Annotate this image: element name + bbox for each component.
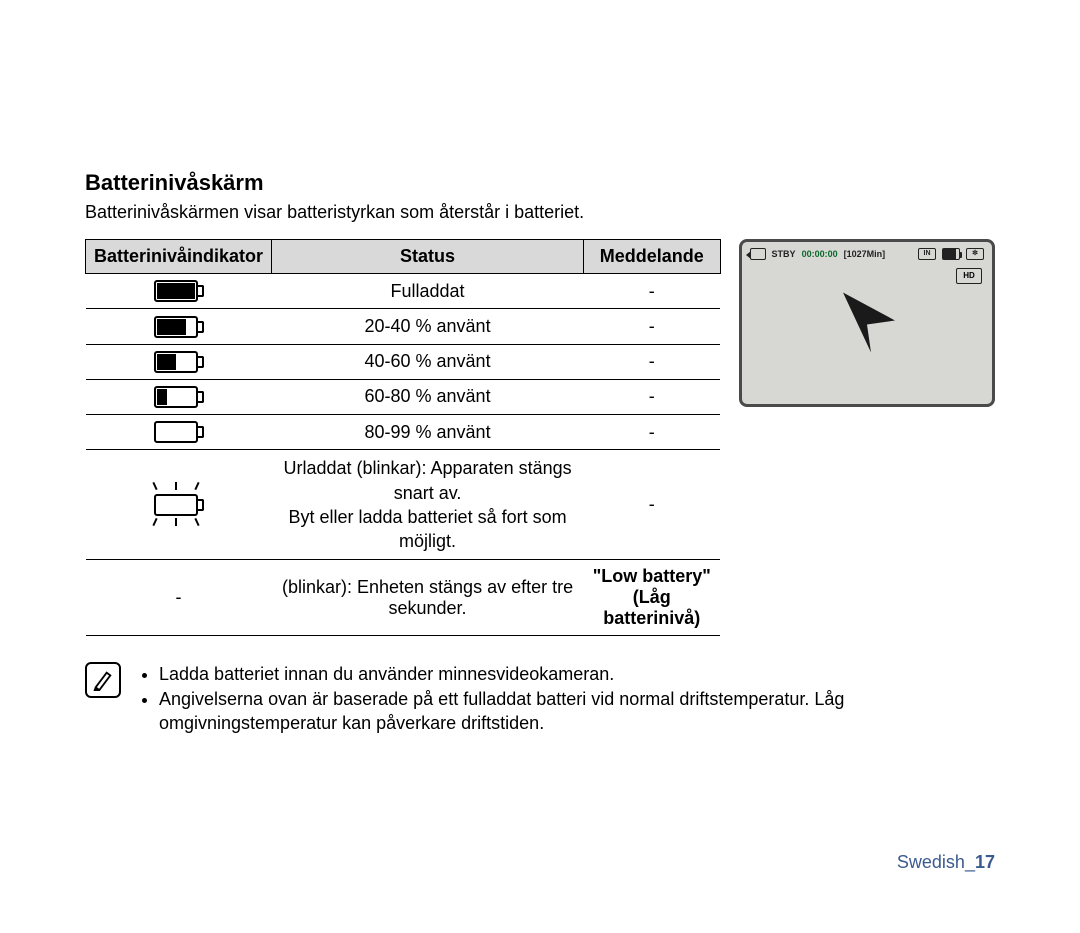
table-row: 40-60 % använt- [86, 344, 721, 379]
note-item: Ladda batteriet innan du använder minnes… [159, 662, 995, 686]
battery-icon [942, 248, 960, 260]
cell-status: 20-40 % använt [272, 309, 584, 344]
note-icon [85, 662, 121, 698]
cell-message: - [584, 450, 721, 560]
storage-in-icon: IN [918, 248, 936, 260]
battery-level-icon [154, 351, 204, 373]
table-row: -(blinkar): Enheten stängs av efter tre … [86, 560, 721, 636]
cell-indicator [86, 344, 272, 379]
cell-status: Urladdat (blinkar): Apparaten stängs sna… [272, 450, 584, 560]
cell-indicator [86, 415, 272, 450]
table-row: 20-40 % använt- [86, 309, 721, 344]
preview-remain: [1027Min] [844, 249, 886, 259]
cell-message: - [584, 274, 721, 309]
cell-indicator: - [86, 560, 272, 636]
cell-indicator [86, 450, 272, 560]
table-row: 60-80 % använt- [86, 379, 721, 414]
cell-status: Fulladdat [272, 274, 584, 309]
page-heading: Batterinivåskärm [85, 170, 995, 196]
battery-table: Batterinivåindikator Status Meddelande F… [85, 239, 721, 636]
battery-level-icon [154, 316, 204, 338]
cell-indicator [86, 379, 272, 414]
th-message: Meddelande [584, 240, 721, 274]
preview-stby: STBY [772, 249, 796, 259]
page-subtitle: Batterinivåskärmen visar batteristyrkan … [85, 202, 995, 223]
battery-level-icon [154, 421, 204, 443]
preview-time: 00:00:00 [802, 249, 838, 259]
camera-preview-screen: STBY 00:00:00 [1027Min] IN ✼ HD [739, 239, 995, 407]
cell-indicator [86, 274, 272, 309]
cell-indicator [86, 309, 272, 344]
cell-status: 60-80 % använt [272, 379, 584, 414]
cell-message: - [584, 309, 721, 344]
footer-lang: Swedish [897, 852, 965, 872]
table-row: Urladdat (blinkar): Apparaten stängs sna… [86, 450, 721, 560]
resolution-badge: HD [956, 268, 982, 284]
video-mode-icon [750, 248, 766, 260]
note-item: Angivelserna ovan är baserade på ett ful… [159, 687, 995, 736]
cell-status: 80-99 % använt [272, 415, 584, 450]
th-status: Status [272, 240, 584, 274]
cell-status: 40-60 % använt [272, 344, 584, 379]
misc-icon: ✼ [966, 248, 984, 260]
table-row: Fulladdat- [86, 274, 721, 309]
cell-message: "Low battery"(Låg batterinivå) [584, 560, 721, 636]
cell-message: - [584, 379, 721, 414]
battery-level-icon [154, 494, 204, 516]
th-indicator: Batterinivåindikator [86, 240, 272, 274]
cell-message: - [584, 415, 721, 450]
preview-pointer-icon [827, 281, 907, 366]
cell-message: - [584, 344, 721, 379]
battery-level-icon [154, 386, 204, 408]
table-row: 80-99 % använt- [86, 415, 721, 450]
note-list: Ladda batteriet innan du använder minnes… [139, 662, 995, 735]
battery-level-icon [154, 280, 204, 302]
cell-status: (blinkar): Enheten stängs av efter tre s… [272, 560, 584, 636]
footer-page: 17 [975, 852, 995, 872]
page-footer: Swedish_17 [897, 852, 995, 873]
